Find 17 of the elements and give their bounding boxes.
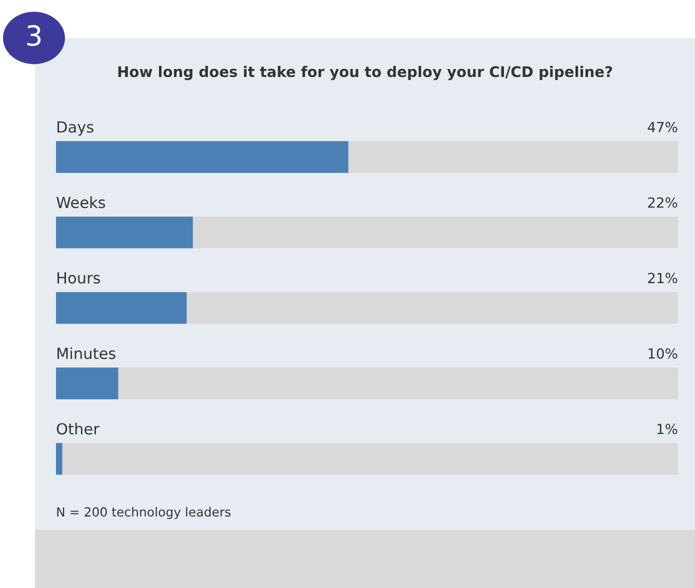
bar	[56, 443, 62, 475]
data-label: 1%	[657, 424, 678, 434]
y-tick-label: Hours	[58, 272, 100, 284]
y-tick-label: Weeks	[56, 196, 106, 208]
chart-title: How long does it take for you to deploy your CI/CD pipeline?	[118, 66, 612, 80]
bar	[56, 216, 193, 248]
data-label: 22%	[648, 197, 678, 208]
data-label: 10%	[648, 348, 678, 359]
y-tick-label: Days	[58, 121, 94, 136]
y-tick-label: Other	[56, 422, 100, 435]
bar	[56, 368, 118, 400]
bar	[56, 292, 187, 324]
text: 3	[27, 25, 41, 46]
data-label: 21%	[648, 272, 678, 284]
data-label: 47%	[648, 122, 678, 132]
text: N = 200 technology leaders	[57, 506, 230, 520]
y-tick-label: Minutes	[58, 347, 116, 360]
